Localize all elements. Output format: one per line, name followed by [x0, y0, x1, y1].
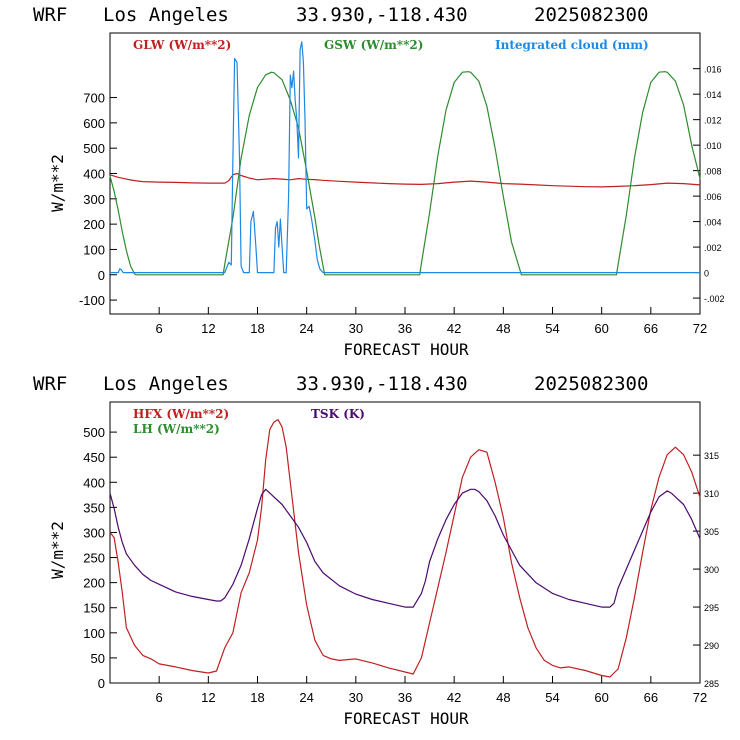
x-tick-label: 48 [496, 690, 510, 705]
left-tick-label: -100 [79, 293, 105, 308]
x-tick-label: 6 [156, 690, 163, 705]
bottom-title-date: 2025082300 [534, 373, 648, 395]
bottom-title-site: Los Angeles [103, 373, 229, 395]
x-tick-label: 30 [349, 321, 363, 336]
top-plot-frame [109, 32, 701, 315]
top-title-site: Los Angeles [103, 4, 229, 26]
bot-series-line-hfx [109, 419, 701, 678]
bottom-title-model: WRF [33, 373, 67, 395]
top-xlabel: FORECAST HOUR [343, 340, 469, 359]
top-series-line-integrated [110, 41, 700, 274]
legend-lh: LH (W/m**2) [133, 422, 220, 436]
right-tick-label: .008 [704, 167, 722, 177]
legend-tsk: TSK (K) [311, 407, 365, 421]
top-x-axis: 6 12 18 24 30 36 42 48 54 60 66 72 [156, 307, 707, 336]
x-tick-label: 36 [398, 321, 412, 336]
top-ylabel: W/m**2 [48, 154, 67, 212]
left-tick-label: 200 [83, 217, 105, 232]
bottom-title-coords: 33.930,-118.430 [296, 373, 468, 395]
left-tick-label: 200 [83, 576, 105, 591]
right-tick-label: .010 [704, 141, 722, 151]
top-series-line-glw [109, 172, 701, 188]
left-tick-label: 600 [83, 116, 105, 131]
x-tick-label: 66 [644, 690, 658, 705]
top-series-group [109, 41, 701, 276]
left-tick-label: 400 [83, 475, 105, 490]
right-tick-label: 295 [704, 603, 719, 613]
left-tick-label: 450 [83, 450, 105, 465]
left-tick-label: 300 [83, 525, 105, 540]
x-tick-label: 12 [201, 321, 215, 336]
x-tick-label: 42 [447, 690, 461, 705]
right-tick-label: 0 [704, 269, 709, 279]
left-tick-label: 0 [98, 676, 105, 691]
legend-gsw: GSW (W/m**2) [324, 38, 423, 52]
top-title-date: 2025082300 [534, 4, 648, 26]
x-tick-label: 72 [693, 321, 707, 336]
top-title-model: WRF [33, 4, 67, 26]
x-tick-label: 48 [496, 321, 510, 336]
top-title-coords: 33.930,-118.430 [296, 4, 468, 26]
left-tick-label: 350 [83, 500, 105, 515]
x-tick-label: 54 [545, 690, 559, 705]
x-tick-label: 60 [594, 690, 608, 705]
bottom-right-axis: 285 290 295 300 305 310 315 [693, 451, 719, 689]
x-tick-label: 24 [299, 690, 313, 705]
bottom-ylabel: W/m**2 [48, 521, 67, 579]
right-tick-label: .002 [704, 243, 722, 253]
x-tick-label: 42 [447, 321, 461, 336]
left-tick-label: 500 [83, 141, 105, 156]
right-tick-label: .016 [704, 65, 722, 75]
right-tick-label: .006 [704, 192, 722, 202]
left-tick-label: 100 [83, 626, 105, 641]
bottom-xlabel: FORECAST HOUR [343, 709, 469, 728]
right-tick-label: 315 [704, 451, 719, 461]
right-tick-label: .012 [704, 116, 722, 126]
x-tick-label: 18 [250, 321, 264, 336]
right-tick-label: 305 [704, 527, 719, 537]
flux-chart: WRF Los Angeles 33.930,-118.430 20250823… [33, 373, 719, 728]
x-tick-label: 54 [545, 321, 559, 336]
x-tick-label: 30 [349, 690, 363, 705]
top-left-axis: -100 0 100 200 300 400 500 600 700 [79, 91, 117, 308]
x-tick-label: 12 [201, 690, 215, 705]
right-tick-label: 300 [704, 565, 719, 575]
left-tick-label: 300 [83, 192, 105, 207]
left-tick-label: 150 [83, 601, 105, 616]
top-right-axis: .016 .014 .012 .010 .008 .006 .004 .002 0 -.002 [693, 65, 725, 304]
bottom-x-axis: 6 12 18 24 30 36 42 48 54 60 66 72 [156, 676, 707, 705]
left-tick-label: 0 [98, 268, 105, 283]
left-tick-label: 500 [83, 425, 105, 440]
legend-hfx: HFX (W/m**2) [133, 407, 229, 421]
legend-cloud: Integrated cloud (mm) [495, 38, 649, 52]
left-tick-label: 250 [83, 551, 105, 566]
right-tick-label: 310 [704, 489, 719, 499]
x-tick-label: 6 [156, 321, 163, 336]
x-tick-label: 18 [250, 690, 264, 705]
left-tick-label: 400 [83, 167, 105, 182]
right-tick-label: 285 [704, 679, 719, 689]
right-tick-label: -.002 [704, 294, 725, 304]
bot-series-line-tsk [109, 488, 701, 608]
bottom-series-group [109, 419, 701, 678]
x-tick-label: 36 [398, 690, 412, 705]
bottom-plot-frame [109, 401, 701, 684]
left-tick-label: 100 [83, 242, 105, 257]
x-tick-label: 66 [644, 321, 658, 336]
right-tick-label: 290 [704, 641, 719, 651]
left-tick-label: 50 [91, 651, 105, 666]
right-tick-label: .014 [704, 90, 722, 100]
top-series-line-gsw [109, 71, 701, 276]
radiation-chart: WRF Los Angeles 33.930,-118.430 20250823… [33, 4, 725, 359]
legend-glw: GLW (W/m**2) [133, 38, 231, 52]
right-tick-label: .004 [704, 218, 722, 228]
x-tick-label: 60 [594, 321, 608, 336]
x-tick-label: 72 [693, 690, 707, 705]
x-tick-label: 24 [299, 321, 313, 336]
bottom-left-axis: 0 50 100 150 200 250 300 350 400 450 500 [83, 425, 117, 691]
left-tick-label: 700 [83, 91, 105, 106]
